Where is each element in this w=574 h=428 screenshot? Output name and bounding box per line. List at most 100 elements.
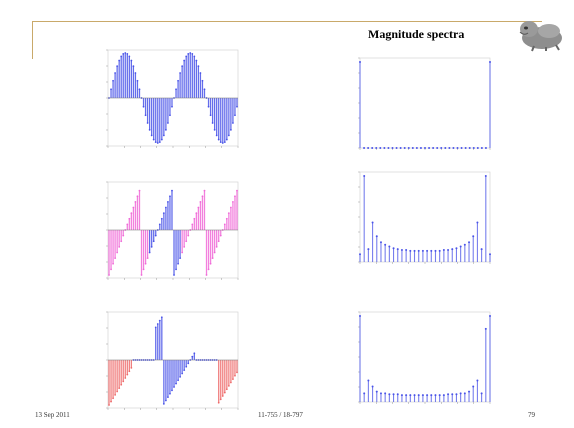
signal-point <box>195 59 198 62</box>
signal-point <box>219 141 222 144</box>
signal-point <box>160 217 163 220</box>
signal-point <box>169 392 171 395</box>
spectrum-point <box>363 392 366 395</box>
sine-wave-plot <box>106 49 239 148</box>
spectrum-point <box>444 147 447 149</box>
signal-point <box>217 401 220 404</box>
signal-point <box>193 217 196 220</box>
spectrum-point <box>480 392 483 395</box>
spectrum-point <box>442 248 445 251</box>
signal-point <box>162 134 165 137</box>
spectrum-point <box>383 147 386 149</box>
signal-point <box>108 274 110 276</box>
spectrum-point <box>384 392 387 395</box>
spectrum-point <box>379 241 382 244</box>
spectrum-point <box>400 248 403 251</box>
signal-point <box>209 262 212 265</box>
signal-point <box>116 390 119 393</box>
signal-point <box>197 206 200 209</box>
signal-point <box>173 386 175 388</box>
spectrum-point <box>489 61 491 63</box>
signal-point <box>223 141 226 144</box>
signal-point <box>130 212 133 215</box>
spectrum-point <box>430 394 433 397</box>
signal-point <box>114 72 117 74</box>
spectrum-point <box>415 147 418 149</box>
signal-point <box>150 134 153 137</box>
signal-point <box>148 251 151 254</box>
signal-point <box>175 88 177 91</box>
signal-point <box>132 65 135 68</box>
spectrum-point <box>472 147 475 149</box>
signal-point <box>179 257 182 260</box>
signal-point <box>134 200 137 203</box>
spectrum-point <box>447 393 450 396</box>
signal-point <box>185 55 188 58</box>
spectrum-point <box>489 253 491 256</box>
signal-point <box>158 223 161 226</box>
signal-point <box>215 134 218 137</box>
signal-point <box>179 72 182 74</box>
spectrum-point <box>399 147 402 149</box>
header-rule-vertical <box>32 21 33 59</box>
spectrum-point <box>409 394 412 397</box>
spectrum-point <box>438 394 441 397</box>
spectrum-point <box>417 394 420 397</box>
signal-point <box>183 245 186 248</box>
spectrum-point <box>434 249 437 252</box>
spectrum-point <box>447 248 450 251</box>
spectrum-point <box>392 247 395 250</box>
spectrum-point <box>442 394 445 397</box>
signal-point <box>126 373 129 376</box>
signal-point <box>181 65 184 68</box>
spectrum-point <box>371 221 374 224</box>
spectrum-point <box>484 175 487 177</box>
signal-point <box>221 142 224 144</box>
signal-point <box>193 55 196 58</box>
spectrum-point <box>451 248 454 251</box>
spectrum-point <box>438 249 441 252</box>
signal-point <box>110 268 112 271</box>
signal-point <box>171 389 173 392</box>
spectrum-point <box>407 147 410 149</box>
signal-point <box>162 402 165 405</box>
signal-point <box>175 268 177 271</box>
spectrum-point <box>403 147 406 149</box>
signal-point <box>234 374 236 377</box>
signal-point <box>142 268 145 271</box>
signal-point <box>126 52 129 55</box>
signal-point <box>225 138 228 141</box>
spectrum-point <box>455 393 458 396</box>
signal-point <box>114 257 117 260</box>
signal-point <box>213 251 216 254</box>
signal-point <box>144 114 147 117</box>
signal-point <box>229 206 232 209</box>
signal-point <box>164 128 167 131</box>
signal-point <box>183 369 186 372</box>
spectrum-point <box>367 379 370 382</box>
signal-point <box>118 245 121 248</box>
signal-point <box>217 138 220 141</box>
signal-point <box>225 388 228 391</box>
signal-point <box>120 55 123 58</box>
signal-point <box>136 195 139 198</box>
signal-point <box>144 262 147 265</box>
spectrum-point <box>387 147 390 149</box>
signal-point <box>152 240 155 243</box>
signal-point <box>221 395 224 397</box>
spectrum-point <box>440 147 443 149</box>
spectrum-point <box>419 147 422 149</box>
signal-point <box>146 257 149 260</box>
signal-point <box>217 240 220 243</box>
signal-point <box>126 223 129 226</box>
signal-point <box>209 114 212 117</box>
signal-point <box>146 122 149 124</box>
signal-point <box>160 138 163 141</box>
signal-point <box>114 393 117 396</box>
signal-point <box>152 138 155 141</box>
signal-point <box>203 189 206 192</box>
signal-point <box>136 79 139 82</box>
spectrum-point <box>359 61 361 63</box>
signal-point <box>128 55 131 58</box>
